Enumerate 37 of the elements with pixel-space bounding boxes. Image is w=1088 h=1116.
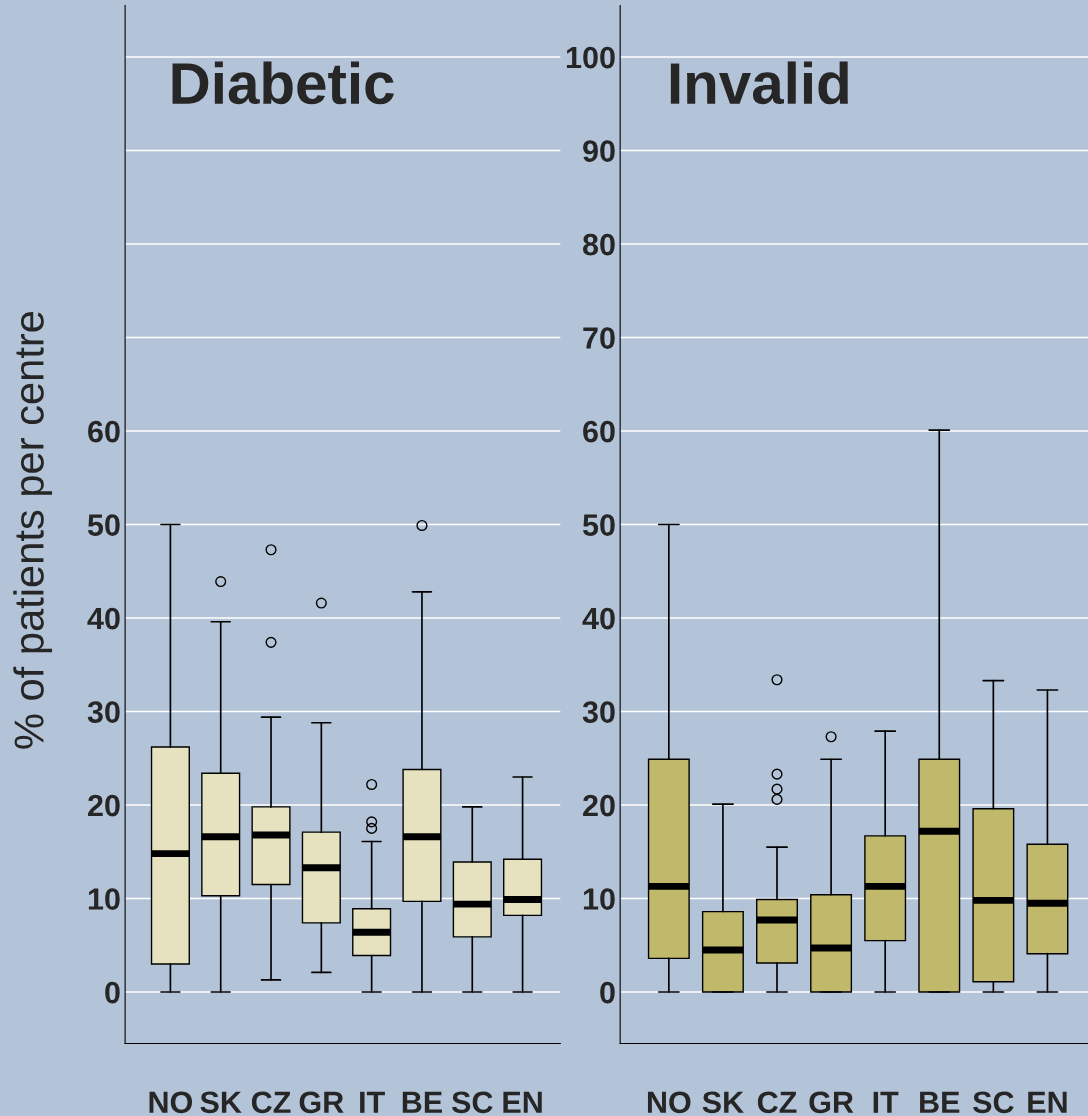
- y-tick-label: 0: [105, 981, 120, 1004]
- y-tick-label: 60: [583, 420, 615, 443]
- y-tick-label: 20: [583, 794, 615, 817]
- y-tick-label: 50: [87, 514, 120, 536]
- y-tick-label: 40: [87, 607, 120, 630]
- y-tick-label: 20: [88, 794, 120, 817]
- y-tick-label: 80: [582, 233, 615, 256]
- x-tick-label: CZ: [251, 1091, 291, 1114]
- y-axis-title: % of patients per centre: [13, 311, 53, 749]
- x-tick-label: BE: [920, 1091, 960, 1113]
- y-tick-label: 70: [583, 327, 615, 349]
- x-tick-label: SK: [200, 1091, 242, 1114]
- y-tick-label: 40: [582, 607, 615, 630]
- y-tick-label: 90: [583, 140, 615, 162]
- x-tick-label: SC: [451, 1091, 493, 1114]
- x-tick-label: SK: [702, 1091, 744, 1114]
- x-tick-label: NO: [647, 1091, 691, 1114]
- y-tick-label: 30: [582, 701, 615, 723]
- x-tick-label: EN: [503, 1091, 542, 1113]
- x-tick-label: IT: [360, 1091, 385, 1113]
- x-tick-label: IT: [873, 1091, 899, 1113]
- y-tick-label: 60: [88, 420, 120, 443]
- text: Diabetic: [172, 61, 394, 105]
- y-tick-label: 10: [583, 888, 615, 910]
- y-tick-label: 100: [566, 46, 615, 69]
- y-tick-label: 50: [582, 514, 615, 536]
- x-tick-label: NO: [149, 1091, 193, 1114]
- y-tick-label: 0: [600, 981, 615, 1004]
- x-tick-label: GR: [809, 1091, 854, 1114]
- x-tick-label: EN: [1028, 1091, 1067, 1113]
- x-tick-label: SC: [973, 1091, 1014, 1114]
- x-tick-label: CZ: [757, 1091, 797, 1114]
- x-tick-label: GR: [299, 1091, 344, 1114]
- y-tick-label: 10: [88, 888, 120, 910]
- x-tick-label: BE: [402, 1091, 442, 1113]
- text: Invalid: [670, 61, 848, 105]
- y-tick-label: 30: [87, 701, 120, 723]
